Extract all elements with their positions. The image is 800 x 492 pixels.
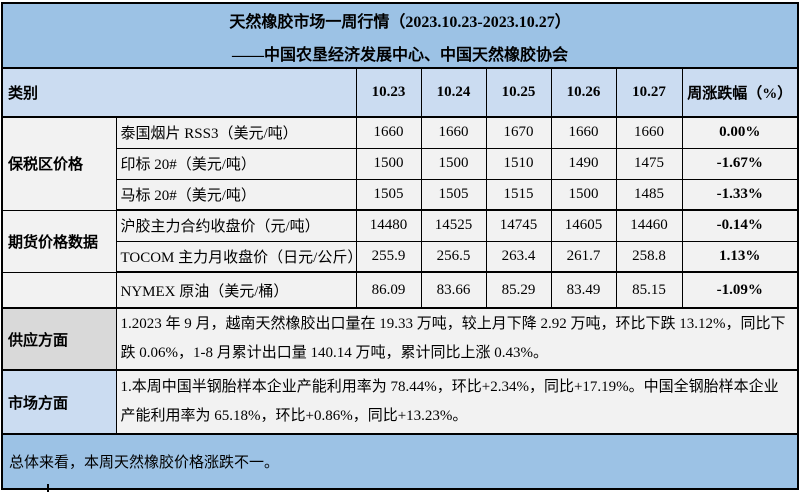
col-header-date-1: 10.23 [355,67,422,118]
price-cell: 1660 [355,116,422,149]
note-text-supply: 1.2023 年 9 月，越南天然橡胶出口量在 19.33 万吨，较上月下降 2… [115,307,799,371]
price-cell: 258.8 [615,240,683,273]
col-header-date-3: 10.25 [485,67,552,118]
price-cell: 83.66 [420,271,487,309]
title-cell: 天然橡胶市场一周行情（2023.10.23-2023.10.27） ——中国农垦… [1,2,799,69]
note-row-market: 市场方面 1.本周中国半钢胎样本企业产能利用率为 78.44%，环比+2.34%… [1,369,799,435]
price-cell: 256.5 [420,240,487,273]
col-header-date-2: 10.24 [420,67,487,118]
weekly-change-cell: -1.33% [681,178,799,211]
note-label-market: 市场方面 [1,369,117,435]
price-cell: 85.15 [615,271,683,309]
price-cell: 1660 [550,116,617,149]
price-row-smr20: 马标 20#（美元/吨） 1505 1505 1515 1500 1485 -1… [2,178,799,211]
summary-text: 总体来看，本周天然橡胶价格涨跌不一。 [1,433,799,490]
price-cell: 85.29 [485,271,552,309]
row-label-sir20: 印标 20#（美元/吨） [115,147,357,180]
table-edge-tick [47,484,49,492]
weekly-change-cell: 0.00% [681,116,799,149]
note-text-market: 1.本周中国半钢胎样本企业产能利用率为 78.44%，环比+2.34%，同比+1… [115,369,799,435]
price-cell: 1505 [355,178,422,211]
report-title: 天然橡胶市场一周行情（2023.10.23-2023.10.27） [229,14,571,31]
price-cell: 83.49 [550,271,617,309]
note-row-supply: 供应方面 1.2023 年 9 月，越南天然橡胶出口量在 19.33 万吨，较上… [1,307,799,371]
title-row: 天然橡胶市场一周行情（2023.10.23-2023.10.27） ——中国农垦… [1,2,799,69]
row-label-nymex: NYMEX 原油（美元/桶） [115,271,357,309]
group-cell-empty [1,271,117,309]
weekly-change-cell: -1.67% [681,147,799,180]
note-label-supply: 供应方面 [1,307,117,371]
price-cell: 86.09 [355,271,422,309]
price-cell: 1500 [420,147,487,180]
weekly-change-cell: 1.13% [681,240,799,273]
col-header-weekly-change: 周涨跌幅（%） [681,67,799,118]
col-header-date-4: 10.26 [550,67,617,118]
summary-row: 总体来看，本周天然橡胶价格涨跌不一。 [1,433,799,490]
price-cell: 14605 [550,209,617,242]
weekly-change-cell: -1.09% [681,271,799,309]
row-label-shfe: 沪胶主力合约收盘价（元/吨） [115,209,357,242]
row-label-tocom: TOCOM 主力月收盘价（日元/公斤） [115,240,357,273]
price-cell: 1500 [355,147,422,180]
price-cell: 1670 [485,116,552,149]
price-cell: 1490 [550,147,617,180]
weekly-change-cell: -0.14% [681,209,799,242]
price-cell: 1510 [485,147,552,180]
group-cell-bonded-zone-price: 保税区价格 [1,116,117,211]
price-cell: 255.9 [355,240,422,273]
price-cell: 14525 [420,209,487,242]
price-cell: 1475 [615,147,683,180]
price-row-rss3: 保税区价格 泰国烟片 RSS3（美元/吨） 1660 1660 1670 166… [1,116,799,211]
report-subtitle: ——中国农垦经济发展中心、中国天然橡胶协会 [232,47,569,64]
col-header-date-5: 10.27 [615,67,683,118]
price-row-nymex: NYMEX 原油（美元/桶） 86.09 83.66 85.29 83.49 8… [1,271,799,309]
column-header-row: 类别 10.23 10.24 10.25 10.26 10.27 周涨跌幅（%） [1,67,799,118]
price-row-sir20: 印标 20#（美元/吨） 1500 1500 1510 1490 1475 -1… [2,147,799,180]
price-cell: 263.4 [485,240,552,273]
price-cell: 14745 [485,209,552,242]
price-row-shfe: 期货价格数据 沪胶主力合约收盘价（元/吨） 14480 14525 14745 … [1,209,799,273]
price-cell: 1660 [420,116,487,149]
group-cell-futures-price-data: 期货价格数据 [1,209,117,273]
price-cell: 1660 [615,116,683,149]
row-label-smr20: 马标 20#（美元/吨） [115,178,357,211]
row-label-rss3: 泰国烟片 RSS3（美元/吨） [115,116,357,149]
price-cell: 1500 [550,178,617,211]
price-cell: 14480 [355,209,422,242]
price-cell: 1505 [420,178,487,211]
price-cell: 1515 [485,178,552,211]
price-row-tocom: TOCOM 主力月收盘价（日元/公斤） 255.9 256.5 263.4 26… [2,240,799,273]
col-header-category: 类别 [1,67,357,118]
price-cell: 261.7 [550,240,617,273]
price-cell: 14460 [615,209,683,242]
price-cell: 1485 [615,178,683,211]
